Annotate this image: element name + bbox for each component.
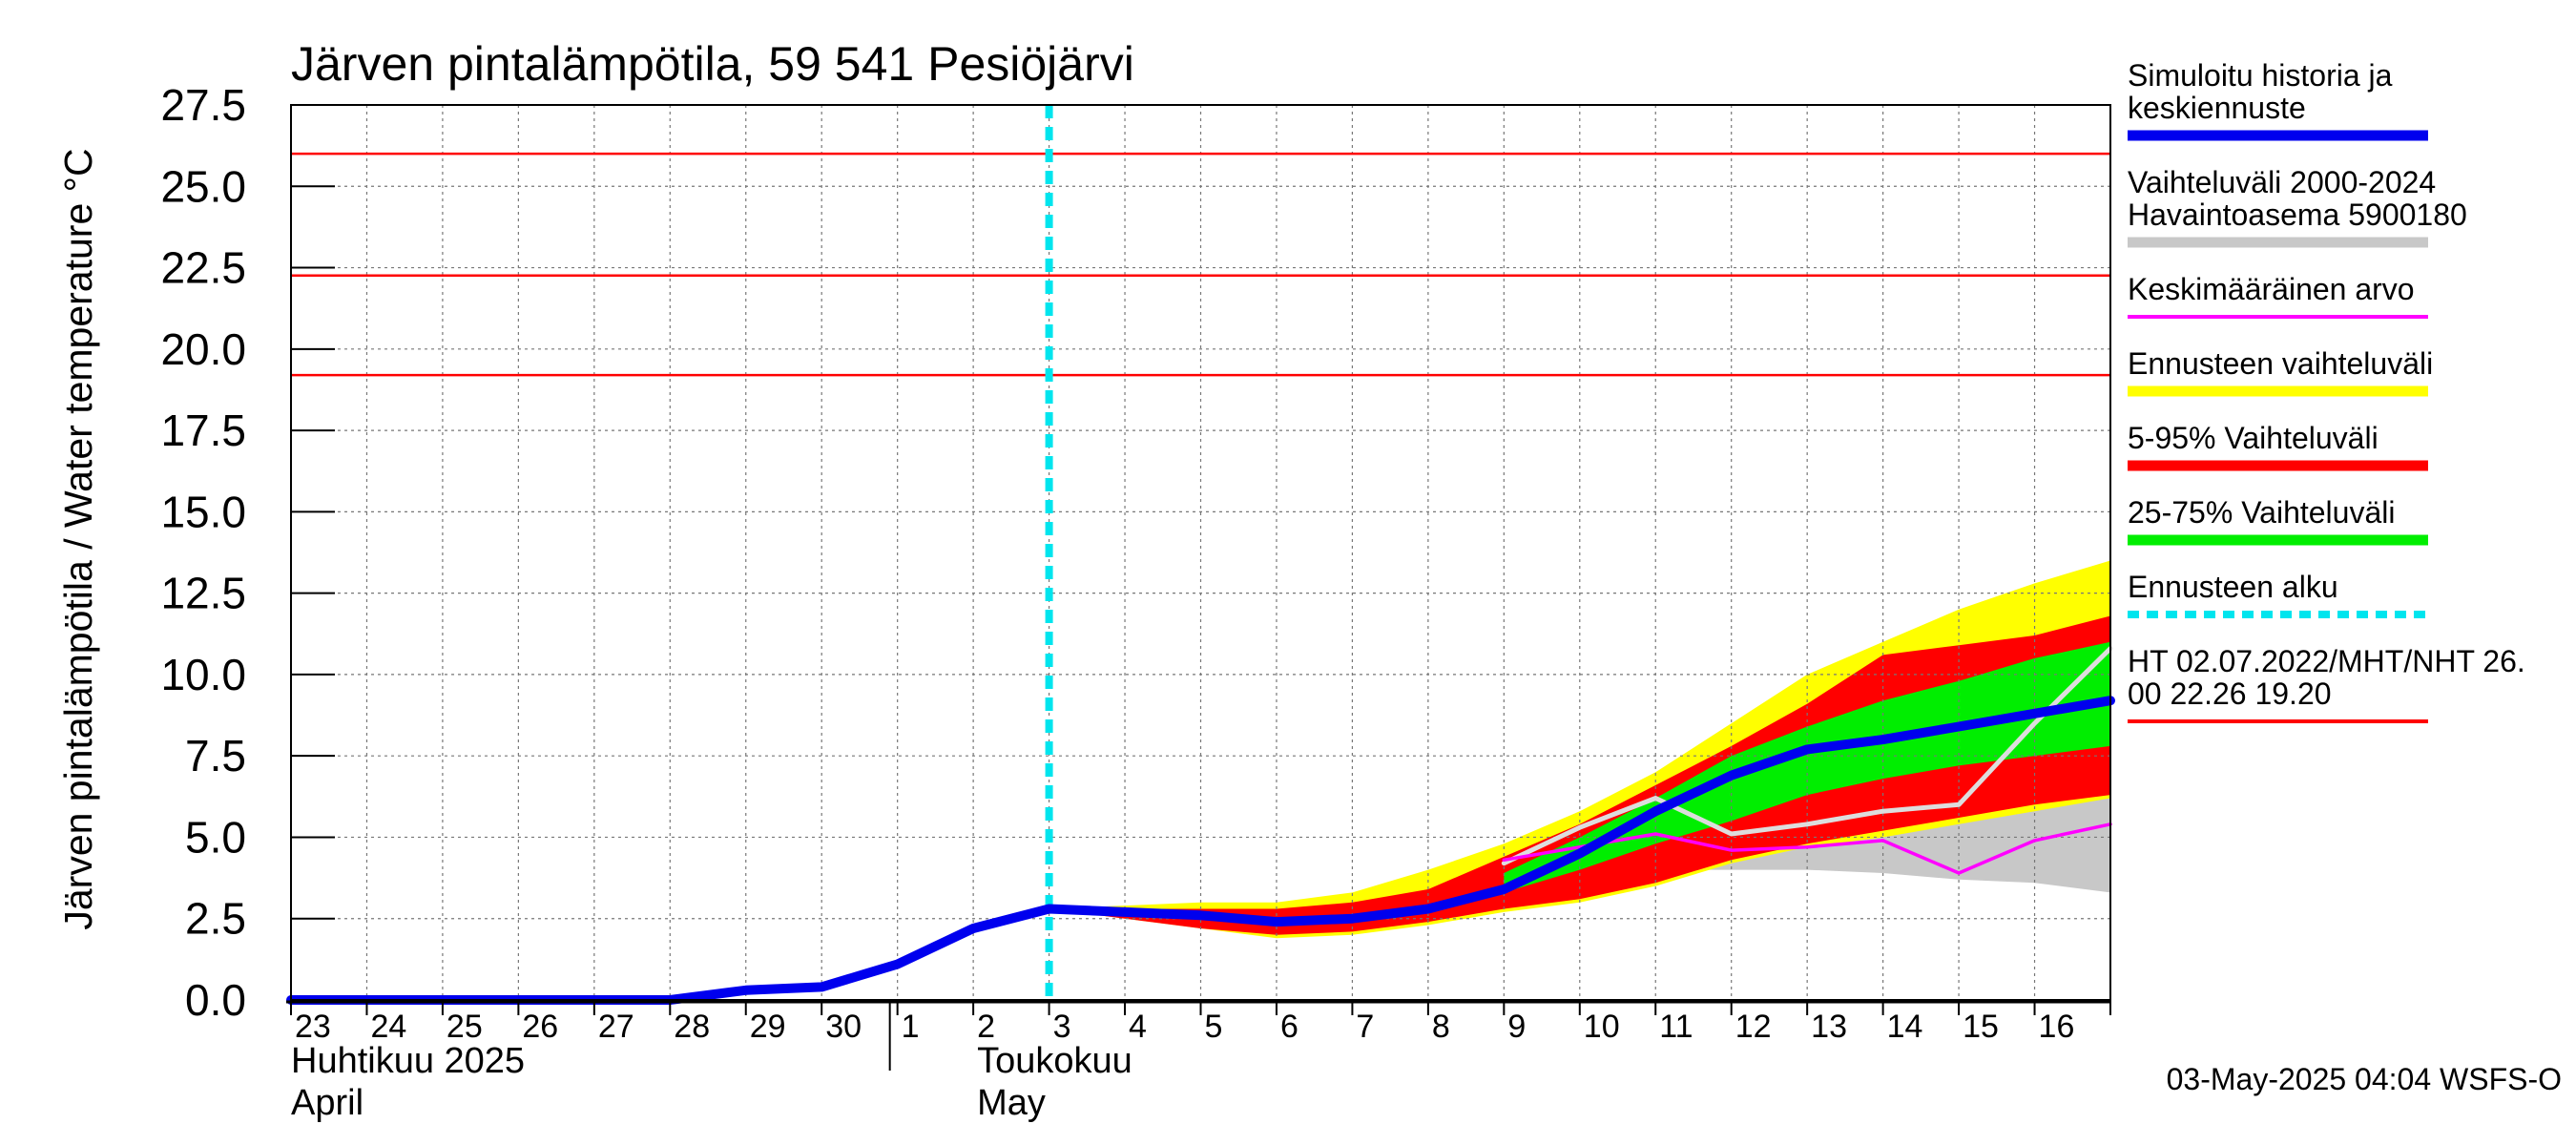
y-tick-label: 27.5 (160, 80, 246, 130)
chart-title: Järven pintalämpötila, 59 541 Pesiöjärvi (291, 37, 1134, 91)
y-tick-label: 0.0 (185, 975, 246, 1025)
month-label-fi: Toukokuu (977, 1041, 1132, 1081)
history-median-line (1501, 646, 2113, 866)
y-tick-label: 22.5 (160, 243, 246, 293)
month-label-en: April (291, 1083, 364, 1123)
x-tick-label: 23 (295, 1009, 331, 1045)
x-tick-label: 6 (1280, 1009, 1298, 1045)
x-tick-label: 29 (750, 1009, 786, 1045)
legend-label: Ennusteen vaihteluväli (2128, 346, 2433, 381)
x-tick-label: 7 (1356, 1009, 1374, 1045)
x-tick-label: 4 (1129, 1009, 1147, 1045)
y-tick-labels: 0.0 2.5 5.0 7.5 10.0 12.5 15.0 17.5 20.0 22.5 25.0… (160, 80, 246, 1025)
legend-label: Simuloitu historia ja (2128, 58, 2393, 93)
x-tick-label: 14 (1887, 1009, 1923, 1045)
y-tick-label: 12.5 (160, 569, 246, 618)
x-tick-label: 26 (522, 1009, 558, 1045)
x-tick-label: 3 (1053, 1009, 1071, 1045)
legend-label: 00 22.26 19.20 (2128, 677, 2332, 711)
legend-label: HT 02.07.2022/MHT/NHT 26. (2128, 644, 2525, 678)
x-tick-label: 8 (1432, 1009, 1450, 1045)
y-tick-label: 2.5 (185, 894, 246, 944)
month-label-en: May (977, 1083, 1046, 1123)
y-tick-label: 25.0 (160, 161, 246, 211)
x-tick-label: 28 (674, 1009, 710, 1045)
legend-label: Keskimääräinen arvo (2128, 272, 2415, 306)
x-tick-label: 13 (1811, 1009, 1847, 1045)
y-axis-label: Järven pintalämpötila / Water temperatur… (56, 148, 100, 929)
y-tick-label: 20.0 (160, 324, 246, 374)
y-tick-label: 5.0 (185, 812, 246, 862)
x-tick-label: 15 (1963, 1009, 1999, 1045)
x-tick-label: 27 (598, 1009, 634, 1045)
y-tick-label: 7.5 (185, 731, 246, 781)
legend-label: Vaihteluväli 2000-2024 (2128, 165, 2436, 199)
x-tick-label: 10 (1584, 1009, 1620, 1045)
x-tick-label: 25 (447, 1009, 483, 1045)
x-tick-label: 24 (370, 1009, 406, 1045)
legend-label: Havaintoasema 5900180 (2128, 198, 2467, 232)
x-tick-label: 9 (1507, 1009, 1526, 1045)
y-tick-label: 15.0 (160, 487, 246, 536)
x-tick-label: 30 (825, 1009, 862, 1045)
x-tick-label: 1 (902, 1009, 920, 1045)
legend-label: keskiennuste (2128, 91, 2306, 125)
y-tick-label: 10.0 (160, 650, 246, 699)
range-5-95-band (1049, 615, 2110, 935)
axes (286, 104, 2111, 1071)
x-tick-label: 2 (977, 1009, 995, 1045)
month-label-fi: Huhtikuu 2025 (291, 1041, 525, 1081)
x-tick-label: 11 (1659, 1009, 1693, 1045)
reference-lines (291, 152, 2110, 377)
x-tick-label: 12 (1735, 1009, 1772, 1045)
legend-label: Ennusteen alku (2128, 570, 2338, 604)
y-tick-label: 17.5 (160, 406, 246, 455)
x-tick-label: 16 (2039, 1009, 2075, 1045)
legend-label: 5-95% Vaihteluväli (2128, 421, 2379, 455)
legend-label: 25-75% Vaihteluväli (2128, 495, 2395, 530)
x-tick-label: 5 (1205, 1009, 1223, 1045)
x-tick-labels: 23 24 25 26 27 28 29 30 1 2 3 4 5 6 7 8 9 10 11 12 13 14 15 16 (295, 1009, 2074, 1045)
timestamp-footer: 03-May-2025 04:04 WSFS-O (2167, 1062, 2562, 1096)
